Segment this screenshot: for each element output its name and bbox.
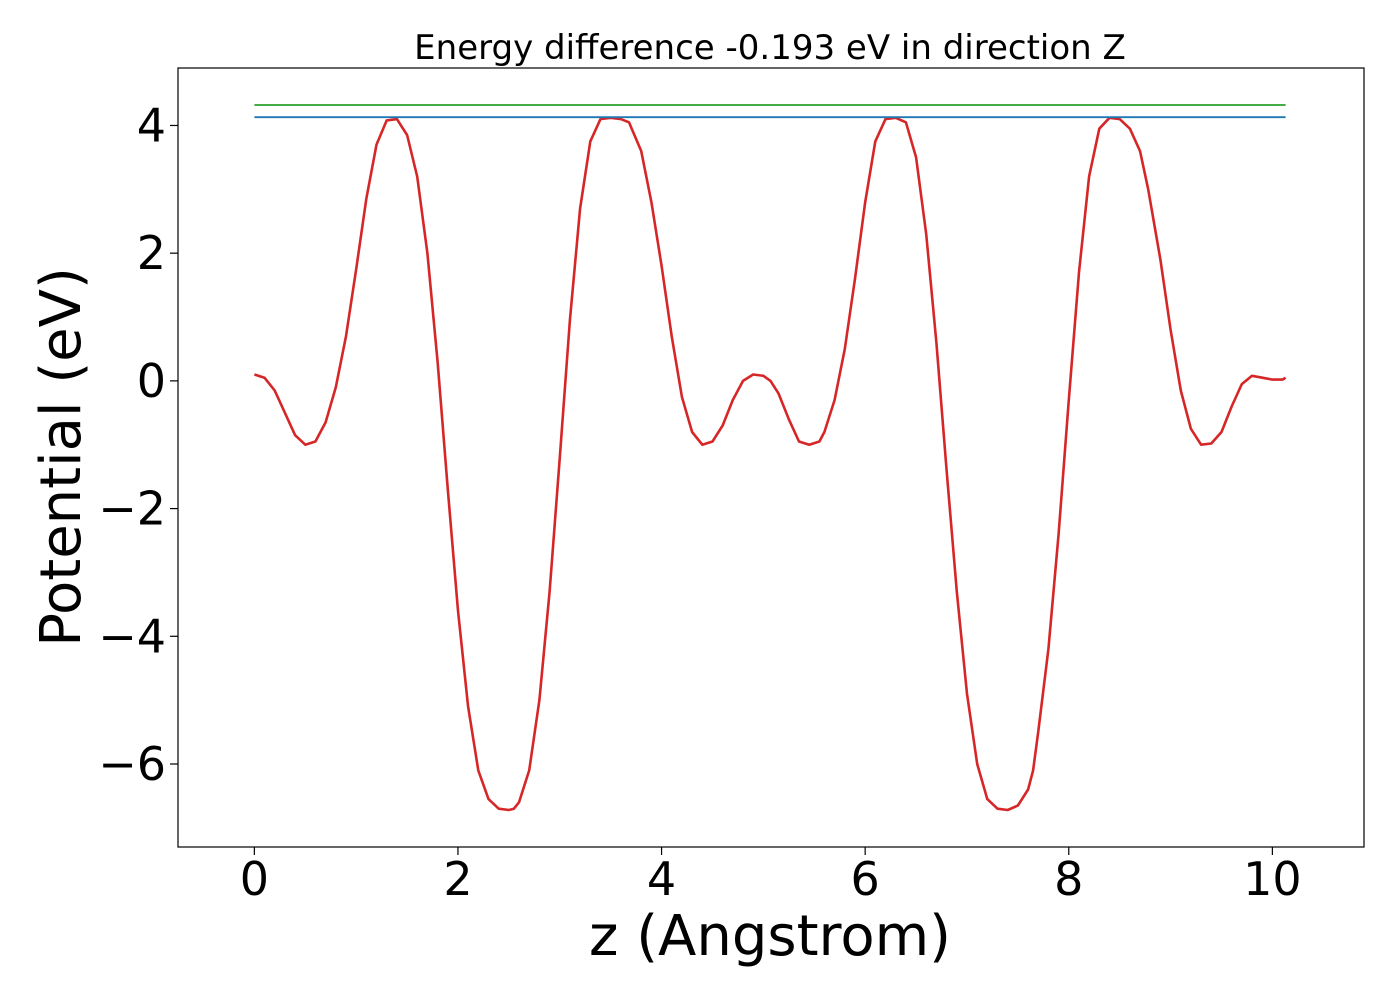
x-tick-label: 8 bbox=[1054, 852, 1083, 906]
x-tick-label: 6 bbox=[851, 852, 880, 906]
x-tick-label: 2 bbox=[443, 852, 472, 906]
y-tick-label: −2 bbox=[98, 482, 166, 536]
y-tick-label: 0 bbox=[137, 354, 166, 408]
plot-frame bbox=[177, 67, 1365, 848]
plot-area bbox=[177, 67, 1365, 848]
series-line-0 bbox=[254, 116, 1287, 812]
y-tick-label: −6 bbox=[98, 737, 166, 791]
y-axis-label: Potential (eV) bbox=[29, 267, 94, 647]
x-axis-label: z (Angstrom) bbox=[589, 904, 951, 969]
series-layer bbox=[254, 104, 1287, 812]
x-axis: 0 2 4 6 8 10 bbox=[240, 847, 1302, 906]
x-tick-label: 10 bbox=[1243, 852, 1302, 906]
y-axis: 4 2 0 −2 −4 −6 bbox=[98, 98, 178, 791]
chart-title: Energy difference -0.193 eV in direction… bbox=[414, 28, 1126, 68]
y-tick-label: −4 bbox=[98, 609, 166, 663]
y-tick-label: 2 bbox=[137, 226, 166, 280]
x-tick-label: 4 bbox=[647, 852, 676, 906]
y-tick-label: 4 bbox=[137, 98, 166, 152]
x-tick-label: 0 bbox=[240, 852, 269, 906]
